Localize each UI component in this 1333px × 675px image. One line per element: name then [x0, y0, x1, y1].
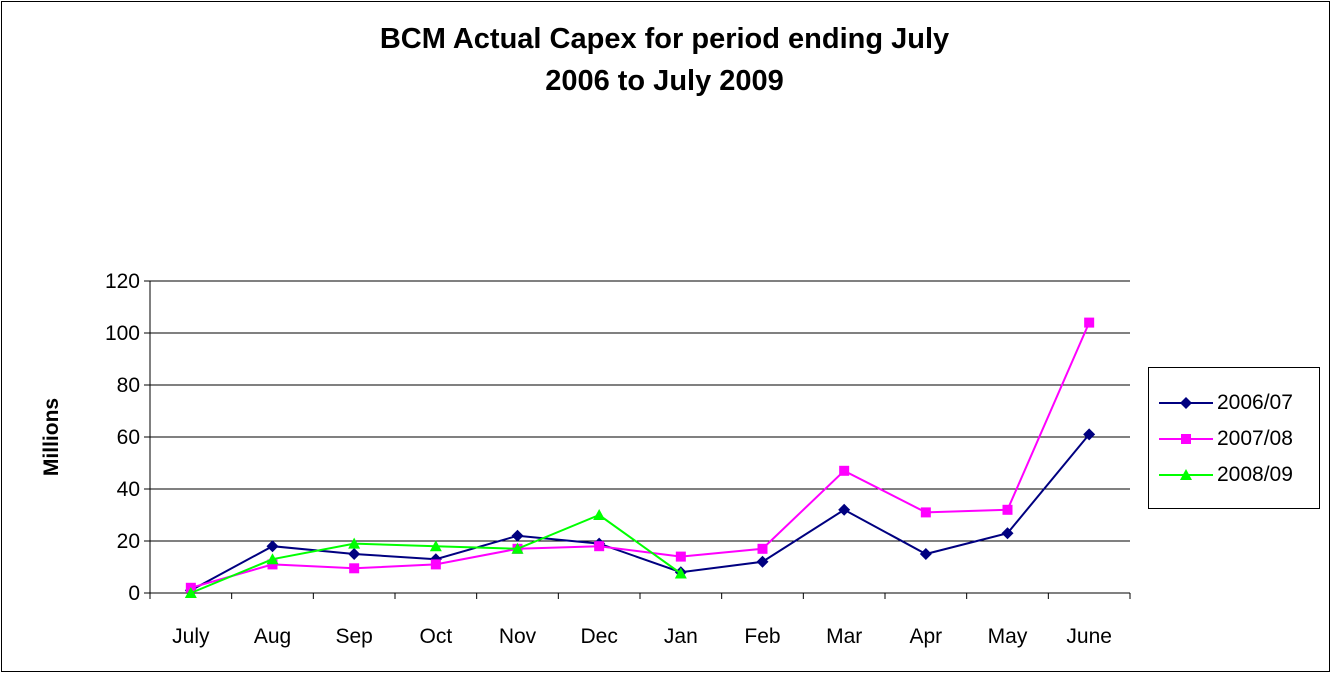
data-point — [349, 563, 360, 574]
x-tick-label: Apr — [909, 625, 942, 648]
data-point — [919, 548, 932, 560]
legend-item-2008-09: 2008/09 — [1149, 460, 1319, 490]
data-point — [1001, 527, 1014, 540]
y-tick-label: 80 — [117, 374, 140, 397]
data-point — [348, 537, 361, 549]
data-point — [430, 559, 441, 570]
x-tick-label: Feb — [744, 625, 780, 648]
y-axis-label: Millions — [40, 398, 63, 476]
data-point — [348, 548, 361, 560]
data-point — [838, 503, 851, 516]
data-point — [674, 567, 687, 579]
x-tick-label: Nov — [499, 625, 537, 648]
x-tick-label: Oct — [419, 625, 452, 648]
x-tick-label: Aug — [254, 625, 291, 648]
data-point — [839, 465, 850, 476]
y-tick-label: 0 — [128, 582, 140, 605]
legend-item-2007-08: 2007/08 — [1149, 424, 1319, 454]
x-tick-label: May — [988, 625, 1028, 648]
y-tick-label: 60 — [117, 426, 140, 449]
data-point — [184, 587, 197, 598]
data-point — [511, 529, 524, 542]
legend-marker-triangle-icon — [1159, 469, 1213, 480]
legend-label: 2006/07 — [1217, 391, 1293, 414]
data-point — [1083, 428, 1096, 441]
data-point — [511, 542, 524, 554]
x-tick-label: June — [1066, 625, 1112, 648]
x-tick-label: Jan — [664, 625, 698, 648]
legend-marker-square-icon — [1159, 434, 1213, 444]
y-tick-label: 120 — [105, 270, 140, 293]
data-point — [920, 507, 931, 518]
series-line-2006-07 — [190, 433, 1090, 592]
legend-label: 2007/08 — [1217, 427, 1293, 450]
chart-title: BCM Actual Capex for period ending July … — [0, 18, 1329, 102]
data-point — [266, 540, 279, 553]
x-tick-label: July — [172, 625, 210, 648]
x-tick-label: Sep — [335, 625, 372, 648]
data-point — [756, 555, 769, 568]
x-tick-label: Mar — [826, 625, 862, 648]
legend-label: 2008/09 — [1217, 463, 1293, 486]
data-point — [1084, 317, 1095, 328]
data-point — [1002, 504, 1013, 515]
chart-title-line-1: BCM Actual Capex for period ending July — [379, 23, 950, 55]
y-tick-label: 20 — [117, 530, 140, 553]
chart-title-line-2: 2006 to July 2009 — [545, 65, 784, 97]
data-point — [266, 553, 279, 565]
data-point — [429, 540, 442, 552]
data-point — [593, 509, 606, 520]
data-point — [594, 541, 605, 552]
x-tick-label: Dec — [580, 625, 617, 648]
data-point — [757, 543, 768, 554]
y-tick-label: 40 — [117, 478, 140, 501]
legend: 2006/07 2007/08 2008/09 — [1148, 367, 1320, 509]
data-point — [675, 551, 686, 562]
data-point — [267, 559, 278, 570]
y-tick-label: 100 — [105, 322, 140, 345]
legend-item-2006-07: 2006/07 — [1149, 388, 1319, 418]
series-line-2007-08 — [190, 322, 1091, 589]
legend-marker-diamond-icon — [1159, 397, 1213, 409]
